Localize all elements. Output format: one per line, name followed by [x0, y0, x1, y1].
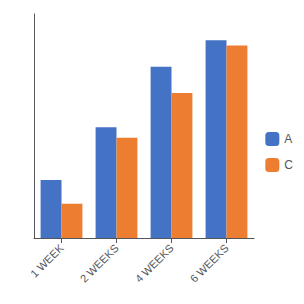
svg-text:1 WEEK: 1 WEEK [28, 241, 66, 279]
svg-text:2 WEEKS: 2 WEEKS [78, 242, 121, 285]
svg-text:4 WEEKS: 4 WEEKS [133, 242, 176, 285]
svg-text:A: A [284, 132, 292, 146]
svg-text:C: C [284, 158, 293, 172]
svg-text:6 WEEKS: 6 WEEKS [188, 242, 231, 285]
